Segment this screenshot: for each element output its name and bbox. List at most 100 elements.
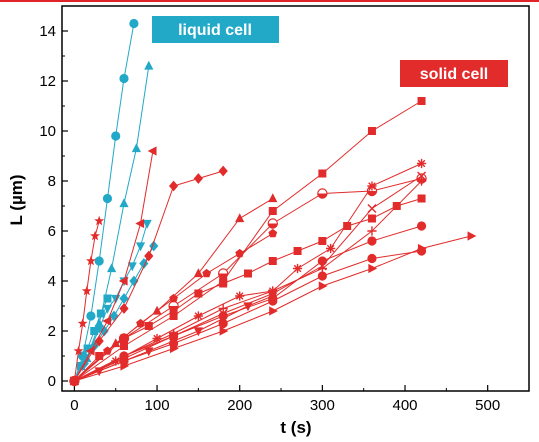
data-point: [268, 296, 278, 306]
data-point: [193, 327, 203, 337]
data-point: [81, 285, 92, 296]
data-point: [194, 289, 203, 298]
series-line: [74, 163, 422, 382]
data-point: [417, 171, 427, 181]
data-point: [193, 173, 203, 184]
data-point: [129, 18, 139, 29]
data-point: [103, 346, 112, 355]
data-point: [94, 256, 104, 266]
y-tick-label: 14: [39, 23, 56, 40]
data-point: [318, 237, 327, 245]
y-tick-label: 8: [48, 173, 56, 190]
data-point: [366, 185, 378, 197]
y-axis-title: L (µm): [7, 174, 26, 225]
data-point: [417, 243, 427, 254]
data-point: [139, 258, 149, 269]
data-point: [416, 221, 427, 231]
data-point: [268, 257, 277, 265]
legend-solid: solid cell: [400, 60, 508, 87]
data-point: [268, 207, 277, 215]
data-point: [169, 343, 179, 354]
data-point: [368, 263, 378, 274]
data-point: [317, 256, 327, 266]
data-point: [85, 346, 95, 356]
data-point: [416, 158, 427, 169]
y-tick-label: 4: [48, 273, 56, 290]
data-point: [267, 218, 278, 229]
data-point: [235, 291, 245, 301]
data-point: [235, 213, 245, 223]
x-tick-label: 400: [393, 397, 418, 414]
data-point: [120, 361, 130, 371]
data-point: [142, 219, 152, 229]
data-point: [193, 311, 203, 321]
data-point: [343, 222, 352, 230]
data-point: [169, 293, 178, 303]
data-point: [152, 333, 162, 344]
series-solid-12: [70, 228, 278, 385]
data-point: [169, 312, 178, 320]
x-tick-label: 500: [475, 397, 500, 414]
data-point: [90, 230, 101, 241]
legend-liquid: liquid cell: [152, 16, 279, 43]
data-point: [136, 318, 145, 328]
series-line: [73, 150, 154, 382]
data-point: [111, 294, 121, 304]
data-point: [326, 243, 336, 254]
data-point: [218, 318, 228, 329]
data-point: [70, 376, 80, 386]
data-point: [119, 293, 129, 304]
x-axis-title: t (s): [280, 418, 311, 437]
series-line: [74, 250, 422, 382]
data-point: [268, 193, 278, 203]
data-point: [367, 236, 377, 246]
data-point: [318, 169, 327, 178]
data-point: [416, 176, 427, 186]
data-point: [77, 318, 88, 328]
plot-frame: [61, 5, 530, 392]
data-point: [243, 269, 252, 278]
series-layer: [69, 18, 477, 387]
data-point: [367, 181, 377, 191]
data-point: [367, 204, 377, 213]
data-point: [135, 242, 146, 252]
y-tick-label: 10: [39, 123, 56, 140]
legend-solid-box: [400, 60, 508, 87]
data-point: [103, 294, 112, 303]
data-point: [119, 303, 129, 314]
data-point: [102, 316, 112, 326]
data-point: [119, 198, 129, 208]
data-point: [111, 356, 121, 366]
data-point: [129, 275, 139, 287]
data-point: [367, 214, 376, 223]
data-point: [85, 255, 96, 266]
data-point: [193, 268, 203, 278]
data-point: [111, 338, 121, 348]
data-point: [367, 253, 377, 264]
data-point: [131, 143, 141, 153]
data-point: [293, 247, 302, 255]
data-point: [417, 194, 426, 203]
data-point: [119, 334, 128, 343]
data-point: [95, 352, 104, 360]
data-point: [127, 262, 137, 272]
data-point: [102, 304, 113, 314]
data-point: [417, 97, 426, 105]
legend-liquid-label: liquid cell: [178, 22, 252, 39]
data-point: [169, 307, 178, 315]
x-tick-label: 300: [310, 397, 335, 414]
data-point: [268, 228, 278, 238]
y-axis: 0 2 4 6 8 10 12 14: [39, 23, 68, 390]
data-point: [367, 226, 377, 236]
data-point: [119, 342, 128, 350]
data-point: [83, 344, 92, 353]
data-point: [317, 188, 328, 199]
data-point: [219, 277, 228, 285]
data-point: [77, 362, 86, 370]
data-point: [243, 302, 253, 312]
data-point: [86, 311, 96, 321]
data-point: [94, 215, 105, 226]
series-solid-11: [70, 97, 426, 385]
data-point: [467, 231, 477, 241]
data-point: [94, 335, 104, 347]
